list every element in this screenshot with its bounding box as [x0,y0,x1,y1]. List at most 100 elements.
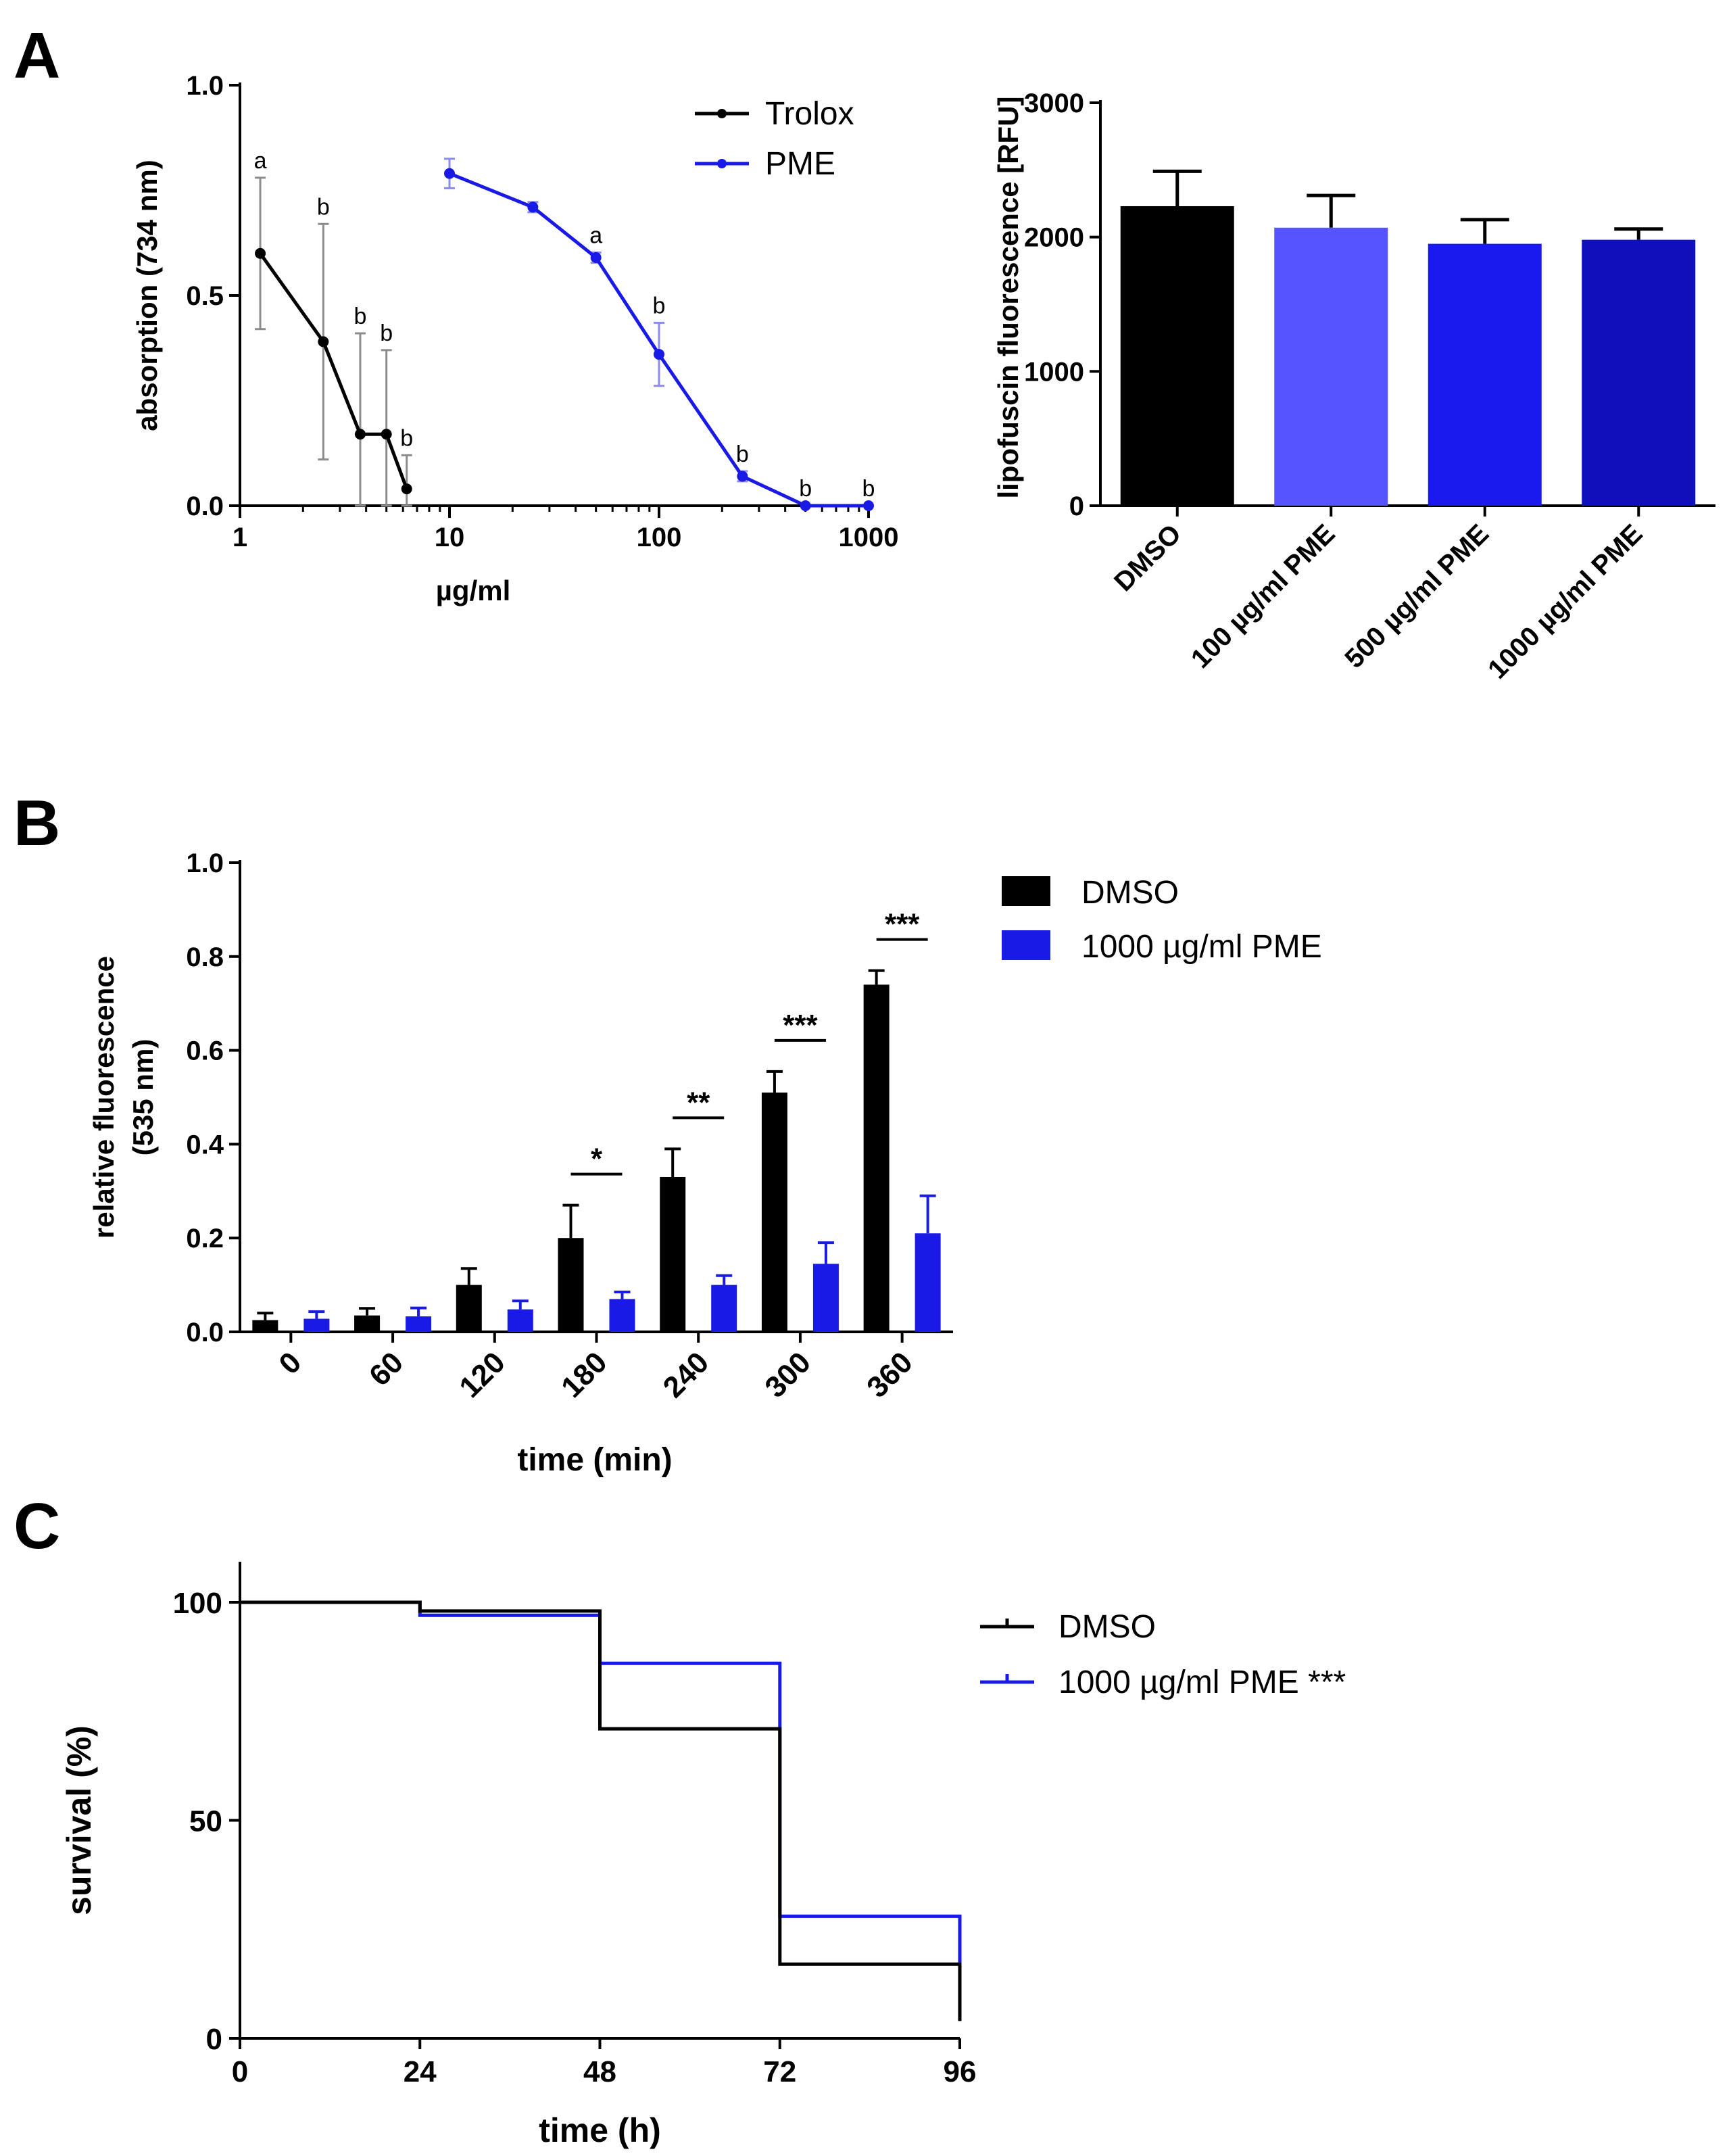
y-axis-title-line1: relative fluorescence [88,956,120,1239]
x-axis-title: time (h) [539,2111,661,2149]
chart-absorption-trolox-pme: 0.0 0.5 1.0 1 10 100 1000 µg/ml absorption (734 … [131,71,898,606]
bar-pme [711,1285,737,1332]
legend-label: 1000 µg/ml PME *** [1058,1664,1346,1700]
survival-step-line-dmso [240,1600,962,2021]
legend-label: DMSO [1058,1609,1156,1645]
y-axis-title-line2: (535 nm) [127,1039,159,1156]
y-axis-title: lipofuscin fluorescence [RFU] [992,96,1024,498]
x-tick-label: 100 µg/ml PME [1186,519,1341,674]
x-tick-label: 120 [453,1345,512,1404]
y-tick-label: 1.0 [186,71,224,101]
bar-pme [303,1318,330,1332]
data-point [354,429,366,440]
y-tick-label: 0.4 [186,1130,224,1159]
bar-pme [609,1299,635,1332]
bar-pme [915,1233,941,1332]
x-tick-label: 0 [272,1345,308,1381]
significance-stars: *** [783,1009,818,1042]
y-tick-label: 1.0 [186,848,224,878]
y-tick-label: 1000 [1024,357,1084,387]
y-tick-label: 50 [189,1805,222,1838]
point-annotation: b [400,425,413,451]
x-tick-label: 0 [232,2055,248,2088]
point-annotation: b [862,476,875,502]
x-tick-label: 1000 [839,523,899,552]
data-point [863,500,874,511]
data-point [318,336,329,348]
bar-dmso [660,1176,686,1332]
x-tick-label: 48 [583,2055,616,2088]
panel-letter-b: B [14,787,60,859]
chart-relative-fluorescence: 0.0 0.2 0.4 0.6 0.8 1.0 relative fluorescence(… [88,848,1322,1478]
legend-marker [717,109,727,118]
significance-stars: *** [885,908,920,941]
bar-dmso [456,1285,482,1332]
x-tick-label: 72 [763,2055,796,2088]
legend: DMSO 1000 µg/ml PME *** [980,1609,1346,1700]
chart-survival: 0 50 100 0 24 48 72 96 time (h) survival (%) DMSO 1… [60,1562,1346,2149]
point-annotation: b [653,293,666,318]
bar-pme [406,1316,432,1332]
y-tick-label: 0.6 [186,1036,224,1066]
point-annotation: b [799,476,812,502]
legend-label: PME [765,146,835,182]
x-tick-label: 96 [944,2055,977,2088]
legend-label: 1000 µg/ml PME [1081,929,1322,965]
data-point [800,500,811,511]
bar-dmso [354,1315,381,1332]
y-axis-title: survival (%) [60,1725,98,1915]
legend-swatch [1002,876,1050,906]
x-tick-label: 60 [363,1345,410,1392]
data-point [737,471,748,482]
y-tick-label: 0.0 [186,492,224,521]
data-point [527,201,539,213]
panel-letter-c: C [14,1490,60,1562]
y-tick-label: 100 [173,1587,222,1620]
y-tick-label: 0.5 [186,281,224,311]
bar [1582,239,1696,506]
x-tick-label: 10 [435,523,465,552]
significance-stars: * [591,1143,603,1176]
data-point [401,483,412,495]
legend-label: Trolox [765,96,854,132]
bar [1428,243,1542,506]
data-point [590,252,602,264]
bar-dmso [558,1238,584,1332]
point-annotation: b [380,320,393,346]
data-point [255,247,266,259]
x-tick-label: 24 [404,2055,437,2088]
x-tick-label: 500 µg/ml PME [1339,519,1494,674]
point-annotation: a [254,148,267,174]
x-tick-label: 240 [657,1345,716,1404]
panel-letter-a: A [14,20,60,92]
bar [1120,206,1234,506]
bar-dmso [252,1320,278,1332]
legend-marker [717,159,727,168]
bar-pme [507,1309,533,1332]
y-tick-label: 0.8 [186,942,224,972]
significance-stars: ** [687,1086,710,1119]
x-axis-title: µg/ml [436,575,511,606]
y-tick-label: 0.0 [186,1318,224,1347]
data-point [444,168,455,179]
point-annotation: b [317,194,330,220]
x-axis-title: time (min) [517,1442,672,1478]
y-tick-label: 3000 [1024,89,1084,118]
bar-dmso [761,1093,787,1332]
x-tick-label: 1000 µg/ml PME [1482,519,1648,684]
point-annotation: b [736,441,749,467]
y-tick-label: 0 [206,2023,222,2056]
data-point [381,429,392,440]
x-tick-label: 100 [637,523,682,552]
legend: DMSO 1000 µg/ml PME [1002,875,1322,965]
data-point [654,349,664,360]
y-axis-title: absorption (734 nm) [131,160,163,431]
x-tick-label: 1 [233,523,247,552]
point-annotation: a [589,223,602,249]
x-tick-label: 180 [555,1345,614,1404]
x-tick-label: 300 [758,1345,817,1404]
x-tick-label: DMSO [1109,519,1187,597]
